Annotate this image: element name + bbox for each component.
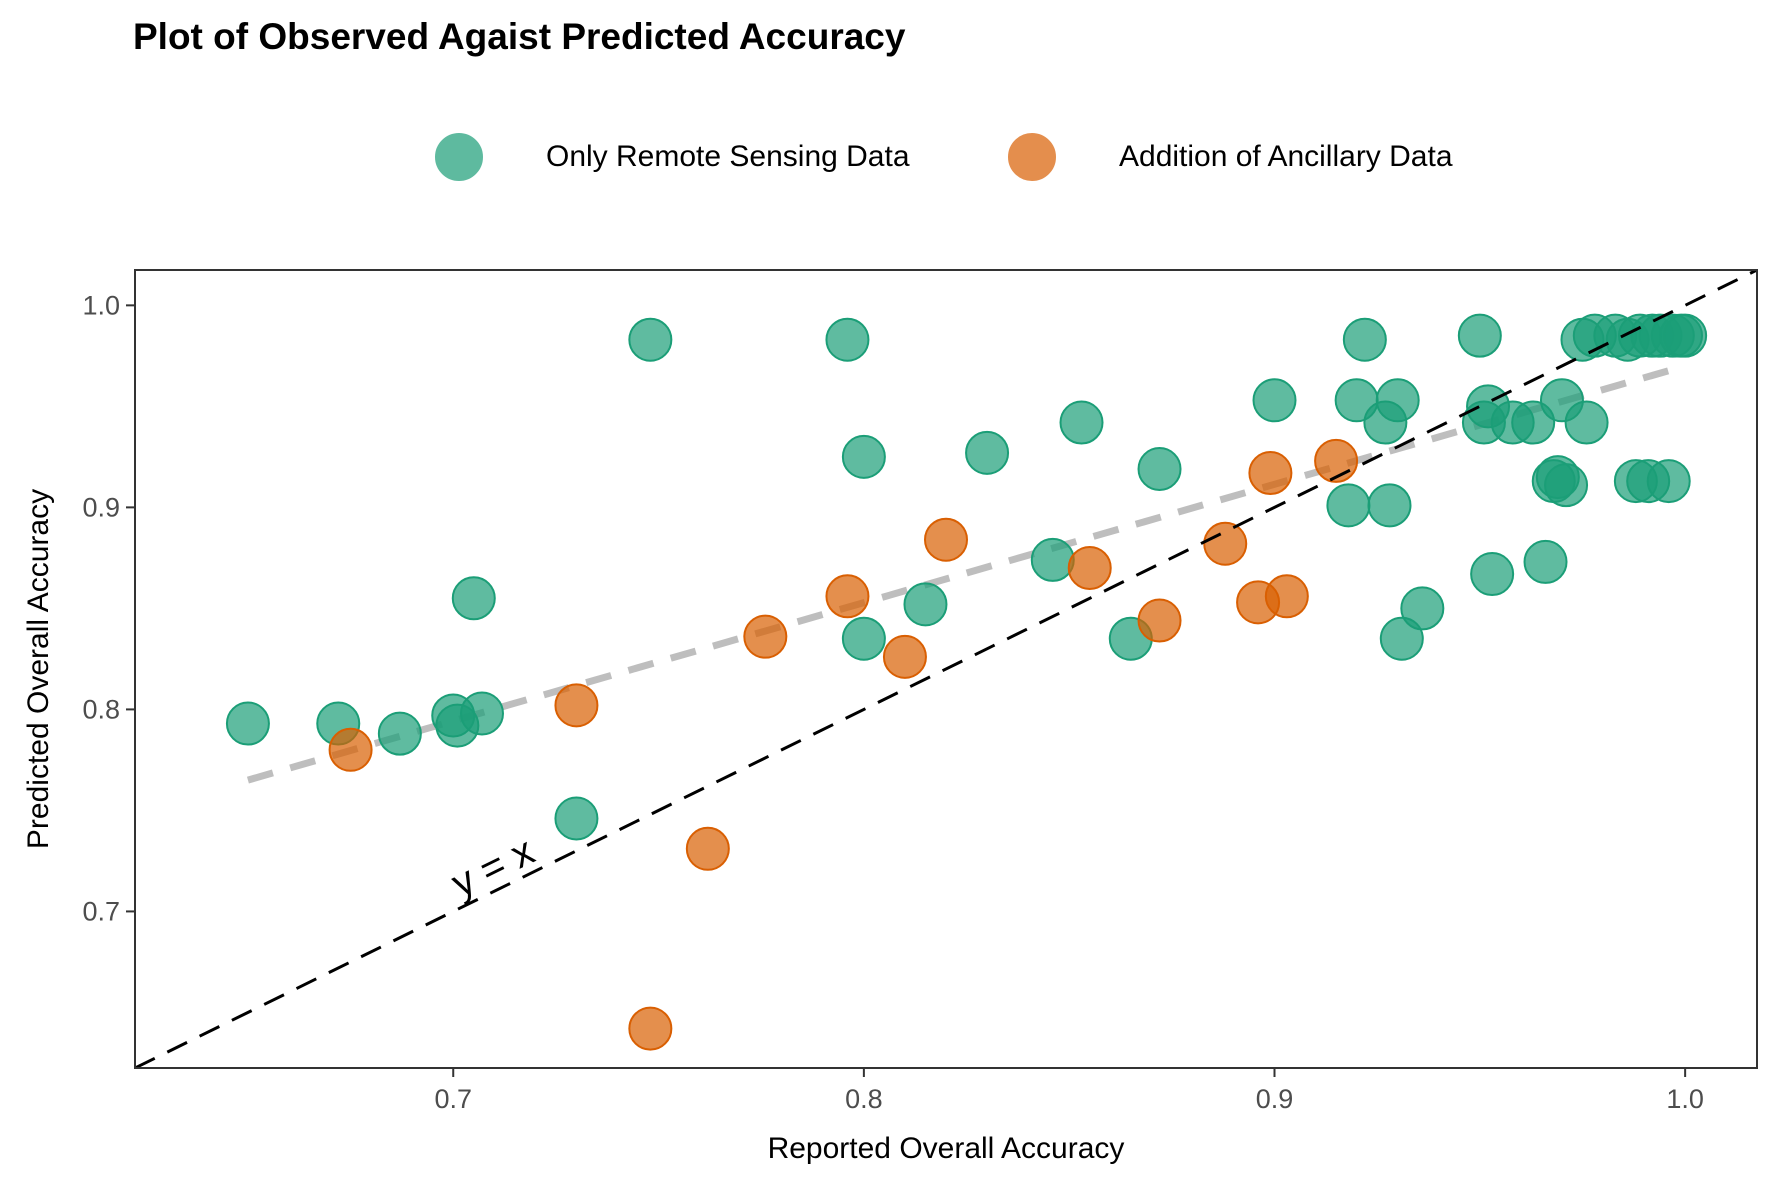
y-tick-label: 0.9 (82, 492, 120, 522)
point-ancillary (554, 683, 599, 728)
reference-label-layer: y = x (445, 829, 541, 906)
point-remote-sensing (903, 582, 948, 627)
point-remote-sensing (377, 711, 422, 756)
point-remote-sensing (1367, 483, 1412, 528)
reference-line (135, 270, 1757, 1068)
x-tick-label: 1.0 (1666, 1084, 1704, 1114)
point-remote-sensing (1326, 483, 1371, 528)
point-remote-sensing (841, 434, 886, 479)
point-ancillary (825, 574, 870, 619)
point-remote-sensing (1137, 446, 1182, 491)
panel-border (134, 269, 1758, 1069)
axes: 0.7 0.8 0.9 1.0 0.7 0.8 0.9 1.0 (82, 290, 1703, 1114)
point-remote-sensing (841, 616, 886, 661)
point-remote-sensing (1030, 537, 1075, 582)
point-ancillary (882, 634, 927, 679)
point-ancillary (1264, 574, 1309, 619)
point-remote-sensing (1470, 552, 1515, 597)
point-remote-sensing (825, 317, 870, 362)
point-ancillary (328, 727, 373, 772)
x-tick-label: 0.8 (845, 1084, 883, 1114)
point-remote-sensing (1663, 313, 1708, 358)
legend-key-remote-sensing (435, 133, 483, 181)
x-axis-title: Reported Overall Accuracy (768, 1132, 1125, 1165)
point-remote-sensing (628, 317, 673, 362)
y-axis-title: Predicted Overall Accuracy (22, 489, 55, 849)
point-remote-sensing (1375, 378, 1420, 423)
point-ancillary (924, 517, 968, 562)
point-remote-sensing (1252, 378, 1297, 423)
point-remote-sensing (225, 701, 270, 746)
x-tick-label: 0.7 (434, 1084, 472, 1114)
point-remote-sensing (965, 430, 1010, 475)
y-tick-label: 0.7 (82, 896, 120, 926)
point-remote-sensing (451, 576, 496, 621)
point-remote-sensing (1544, 463, 1589, 508)
point-remote-sensing (1646, 459, 1691, 504)
point-ancillary (1137, 598, 1182, 643)
legend-key-ancillary (1008, 133, 1056, 181)
point-remote-sensing (459, 691, 504, 736)
x-tick-label: 0.9 (1256, 1084, 1294, 1114)
point-ancillary (1203, 521, 1248, 566)
reference-line-label: y = x (445, 829, 541, 906)
point-remote-sensing (1523, 539, 1568, 584)
chart-title: Plot of Observed Agaist Predicted Accura… (133, 16, 906, 57)
points-layer (225, 313, 1708, 1051)
y-tick-label: 1.0 (82, 290, 120, 320)
reference-line-layer (135, 270, 1757, 1068)
point-ancillary (1067, 545, 1112, 590)
point-ancillary (628, 1006, 673, 1051)
trend-line (246, 362, 1687, 784)
point-ancillary (743, 614, 788, 659)
y-tick-label: 0.8 (82, 694, 120, 724)
point-remote-sensing (1342, 317, 1387, 362)
point-remote-sensing (554, 796, 599, 841)
point-remote-sensing (1379, 616, 1424, 661)
trend-line-layer (246, 362, 1687, 784)
point-ancillary (685, 826, 730, 871)
point-remote-sensing (1400, 586, 1445, 631)
legend-label-remote-sensing: Only Remote Sensing Data (546, 140, 910, 173)
point-remote-sensing (1457, 313, 1502, 358)
legend-label-ancillary: Addition of Ancillary Data (1119, 140, 1453, 173)
legend: Only Remote Sensing Data Addition of Anc… (0, 127, 1771, 187)
point-remote-sensing (1059, 400, 1104, 445)
point-remote-sensing (1564, 400, 1609, 445)
point-ancillary (1248, 451, 1293, 496)
